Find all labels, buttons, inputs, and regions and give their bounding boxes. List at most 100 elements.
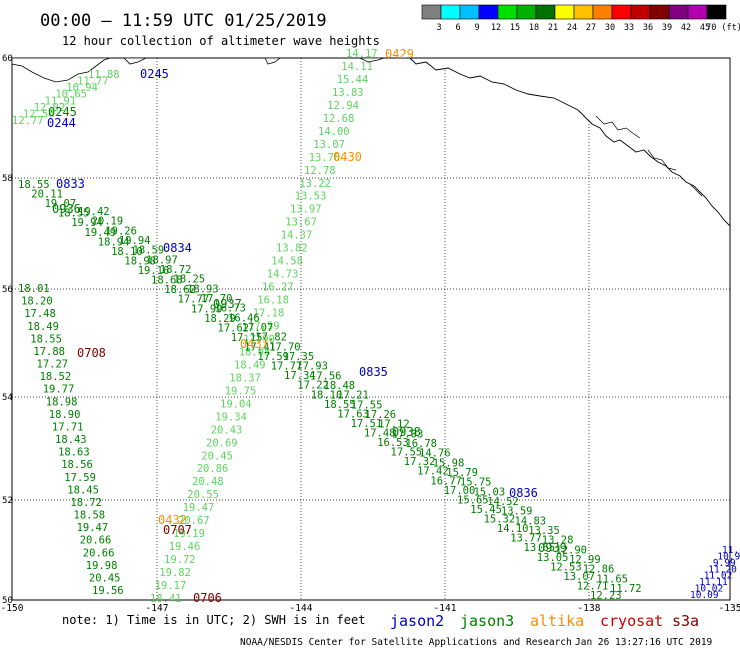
swh-label: 17.34 bbox=[284, 370, 316, 382]
swh-label: 17.70 bbox=[269, 341, 301, 353]
swh-label: 20.69 bbox=[206, 437, 238, 449]
swh-label: 16.27 bbox=[262, 282, 294, 294]
swh-label: 17.55 bbox=[391, 447, 423, 459]
colorbar-label: 12 bbox=[491, 23, 501, 33]
swh-label: 17.42 bbox=[417, 466, 449, 478]
swh-label: 17.51 bbox=[351, 418, 383, 430]
swh-label: 12.99 bbox=[569, 554, 601, 566]
colorbar-label: 9 bbox=[474, 23, 479, 33]
time-label: 0429 bbox=[385, 47, 414, 61]
swh-label: 18.97 bbox=[146, 254, 178, 266]
swh-label: 18.49 bbox=[27, 321, 59, 333]
swh-label: 18.37 bbox=[229, 372, 261, 384]
swh-label: 18.55 bbox=[324, 399, 356, 411]
swh-label: 17.07 bbox=[242, 322, 274, 334]
swh-label: 20.19 bbox=[92, 216, 124, 228]
swh-label: 13.67 bbox=[285, 217, 317, 229]
swh-label: 17.99 bbox=[191, 303, 223, 315]
swh-label: 17.88 bbox=[33, 346, 65, 358]
swh-label: 17.00 bbox=[444, 485, 476, 497]
swh-label: 20.66 bbox=[80, 535, 112, 547]
swh-label: 11.37 bbox=[722, 545, 740, 556]
time-label: 0937 bbox=[213, 297, 242, 311]
swh-label: 20.11 bbox=[31, 189, 63, 201]
swh-label: 17.59 bbox=[64, 472, 96, 484]
lat-tick-label: 60 bbox=[2, 54, 13, 64]
lat-tick-label: 52 bbox=[2, 496, 13, 506]
swh-label: 18.68 bbox=[151, 275, 183, 287]
swh-label: 14.83 bbox=[515, 515, 547, 527]
swh-label: 17.12 bbox=[378, 419, 410, 431]
colorbar-swatch bbox=[592, 4, 613, 20]
swh-label: 10.94 bbox=[66, 82, 98, 94]
swh-label: 17.90 bbox=[243, 334, 275, 346]
swh-label: 12.94 bbox=[327, 100, 359, 112]
colorbar-label: 70 (ft) bbox=[706, 23, 740, 33]
swh-label: 13.35 bbox=[528, 525, 560, 537]
swh-label: 14.76 bbox=[419, 448, 451, 460]
swh-label: 15.98 bbox=[433, 457, 465, 469]
time-label: 0708 bbox=[77, 346, 106, 360]
swh-label: 13.82 bbox=[276, 243, 308, 255]
swh-label: 13.97 bbox=[290, 204, 322, 216]
swh-label: 12.86 bbox=[583, 564, 615, 576]
swh-label: 19.16 bbox=[138, 265, 170, 277]
lat-tick-label: 54 bbox=[2, 393, 13, 403]
swh-label: 18.45 bbox=[67, 484, 99, 496]
colorbar-swatch bbox=[668, 4, 689, 20]
colorbar-swatch bbox=[421, 4, 442, 20]
swh-label: 14.17 bbox=[346, 48, 378, 60]
swh-label: 14.11 bbox=[341, 61, 373, 73]
time-label: 0245 bbox=[48, 105, 77, 119]
swh-label: 18.90 bbox=[49, 409, 81, 421]
swh-label: 16.46 bbox=[228, 312, 260, 324]
colorbar-swatch bbox=[516, 4, 537, 20]
swh-label: 18.59 bbox=[133, 245, 165, 257]
swh-label: 19.49 bbox=[85, 227, 117, 239]
swh-label: 15.03 bbox=[474, 486, 506, 498]
footer-timestamp: Jan 26 13:27:16 UTC 2019 bbox=[575, 637, 713, 648]
swh-label: 19.94 bbox=[119, 235, 151, 247]
swh-label: 17.59 bbox=[257, 351, 289, 363]
swh-label: 12.77 bbox=[12, 115, 44, 127]
swh-label: 19.98 bbox=[86, 560, 118, 572]
swh-label: 15.75 bbox=[460, 477, 492, 489]
colorbar-swatch bbox=[573, 4, 594, 20]
swh-label: 17.93 bbox=[296, 361, 328, 373]
time-label: 0939 bbox=[538, 541, 567, 555]
swh-label: 19.56 bbox=[92, 585, 124, 597]
swh-label: 19.04 bbox=[220, 398, 252, 410]
swh-label: 10.95 bbox=[717, 551, 740, 562]
swh-label: 15.45 bbox=[470, 504, 502, 516]
swh-label: 13.05 bbox=[537, 552, 569, 564]
swh-label: 17.41 bbox=[244, 342, 276, 354]
swh-label: 19.42 bbox=[78, 206, 110, 218]
swh-label: 9.99 bbox=[713, 558, 736, 569]
legend-altika: altika bbox=[530, 612, 584, 630]
swh-label: 17.48 bbox=[364, 428, 396, 440]
time-label: 0431 bbox=[240, 337, 269, 351]
lon-tick-label: -144 bbox=[290, 603, 313, 614]
colorbar-label: 45 bbox=[700, 23, 710, 33]
colorbar-label: 36 bbox=[643, 23, 653, 33]
swh-label: 20.45 bbox=[89, 572, 121, 584]
colorbar-label: 21 bbox=[548, 23, 558, 33]
swh-label: 19.17 bbox=[155, 580, 187, 592]
swh-label: 10.02 bbox=[695, 584, 724, 595]
swh-label: 19.47 bbox=[77, 522, 109, 534]
swh-label: 13.70 bbox=[309, 152, 341, 164]
swh-label: 18.10 bbox=[311, 389, 343, 401]
swh-label: 19.26 bbox=[105, 225, 137, 237]
swh-label: 17.15 bbox=[231, 332, 263, 344]
colorbar-swatch bbox=[706, 4, 727, 20]
swh-label: 20.55 bbox=[187, 489, 219, 501]
legend-s3a: s3a bbox=[672, 612, 699, 630]
colorbar-swatch bbox=[478, 4, 499, 20]
lon-tick-label: -135 bbox=[719, 603, 740, 614]
swh-label: 17.26 bbox=[365, 409, 397, 421]
legend-jason2: jason2 bbox=[390, 612, 444, 630]
colorbar-swatch bbox=[440, 4, 461, 20]
swh-label: 19.46 bbox=[169, 541, 201, 553]
swh-label: 17.63 bbox=[337, 408, 369, 420]
